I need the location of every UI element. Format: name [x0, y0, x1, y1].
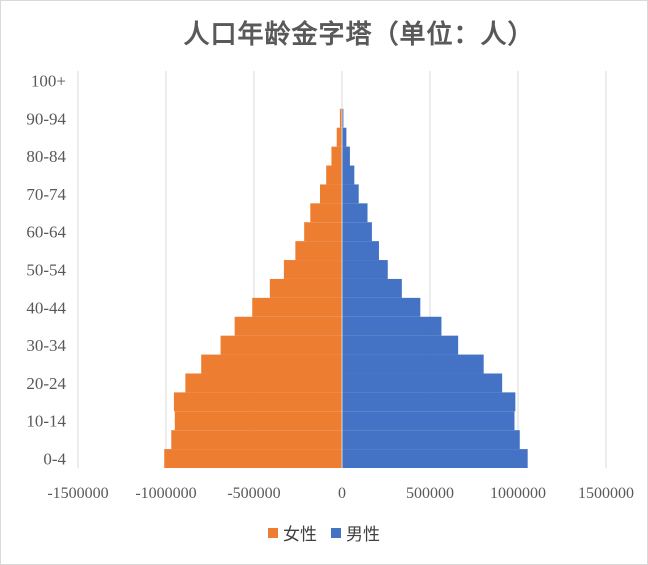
male-bar-90-94 — [342, 108, 344, 128]
male-bar-30-34 — [342, 335, 459, 355]
male-bar-20-24 — [342, 373, 503, 393]
female-bar-30-34 — [220, 335, 342, 355]
female-bar-15-19 — [173, 392, 342, 412]
chart-title: 人口年龄金字塔（单位：人） — [183, 20, 535, 50]
female-bar-80-84 — [331, 146, 342, 166]
male-bar-80-84 — [342, 146, 350, 166]
y-tick-label: 80-84 — [26, 147, 66, 166]
female-bar-90-94 — [339, 108, 342, 128]
y-tick-label: 100+ — [31, 71, 66, 90]
legend-male-label: 男性 — [346, 525, 380, 545]
x-tick-label: 1500000 — [578, 485, 634, 502]
female-bar-10-14 — [174, 411, 342, 431]
female-swatch — [268, 527, 278, 538]
female-bar-45-49 — [269, 278, 342, 298]
female-bar-5-9 — [171, 430, 342, 450]
female-bar-65-69 — [310, 203, 342, 223]
pyramid-chart: 0-4 10-14 20-24 30-34 40-44 50-54 60-64 70-74 80… — [26, 71, 634, 502]
female-bar-75-79 — [326, 165, 342, 185]
male-bar-45-49 — [342, 278, 402, 298]
female-bar-60-64 — [304, 222, 342, 242]
y-tick-label: 10-14 — [26, 412, 66, 431]
y-tick-label: 0-4 — [43, 450, 66, 469]
male-bar-75-79 — [342, 165, 355, 185]
female-bar-25-29 — [201, 354, 342, 374]
legend-item-female[interactable]: 女性 — [268, 520, 317, 545]
female-bar-70-74 — [320, 184, 342, 204]
male-bar-0-4 — [342, 449, 528, 468]
x-tick-label: -1000000 — [135, 485, 196, 502]
male-swatch — [331, 527, 341, 538]
female-bar-20-24 — [185, 373, 342, 393]
y-tick-label: 60-64 — [26, 223, 66, 242]
male-bar-15-19 — [342, 392, 516, 412]
female-bar-85-89 — [336, 127, 342, 147]
female-bar-50-54 — [283, 260, 342, 279]
legend-female-label: 女性 — [283, 525, 317, 545]
x-tick-label: 0 — [338, 485, 346, 502]
male-bar-60-64 — [342, 222, 372, 242]
legend-item-male[interactable]: 男性 — [331, 520, 380, 545]
male-bar-25-29 — [342, 354, 484, 374]
male-bar-40-44 — [342, 297, 421, 317]
male-bar-55-59 — [342, 241, 379, 261]
x-tick-label: 1000000 — [490, 485, 546, 502]
y-tick-label: 40-44 — [26, 298, 66, 317]
legend: 女性 男性 — [0, 520, 648, 545]
male-bar-50-54 — [342, 260, 388, 279]
male-bar-35-39 — [342, 316, 442, 336]
y-tick-label: 30-34 — [26, 336, 66, 355]
y-tick-label: 90-94 — [26, 109, 66, 128]
female-bar-35-39 — [234, 316, 342, 336]
female-bar-0-4 — [164, 449, 342, 468]
male-bar-85-89 — [342, 127, 347, 147]
x-tick-label: -1500000 — [47, 485, 108, 502]
y-tick-label: 70-74 — [26, 185, 66, 204]
male-bar-65-69 — [342, 203, 368, 223]
x-tick-label: -500000 — [227, 485, 280, 502]
x-tick-labels: -1500000 -1000000 -500000 0 500000 1000000 150… — [47, 485, 634, 502]
y-tick-labels: 0-4 10-14 20-24 30-34 40-44 50-54 60-64 70-74 80… — [26, 71, 66, 468]
female-bar-40-44 — [252, 297, 342, 317]
bars — [164, 108, 528, 468]
x-tick-label: 500000 — [406, 485, 454, 502]
male-bar-10-14 — [342, 411, 515, 431]
female-bar-55-59 — [295, 241, 342, 261]
y-tick-label: 50-54 — [26, 261, 66, 280]
y-tick-label: 20-24 — [26, 374, 66, 393]
male-bar-5-9 — [342, 430, 520, 450]
male-bar-70-74 — [342, 184, 359, 204]
